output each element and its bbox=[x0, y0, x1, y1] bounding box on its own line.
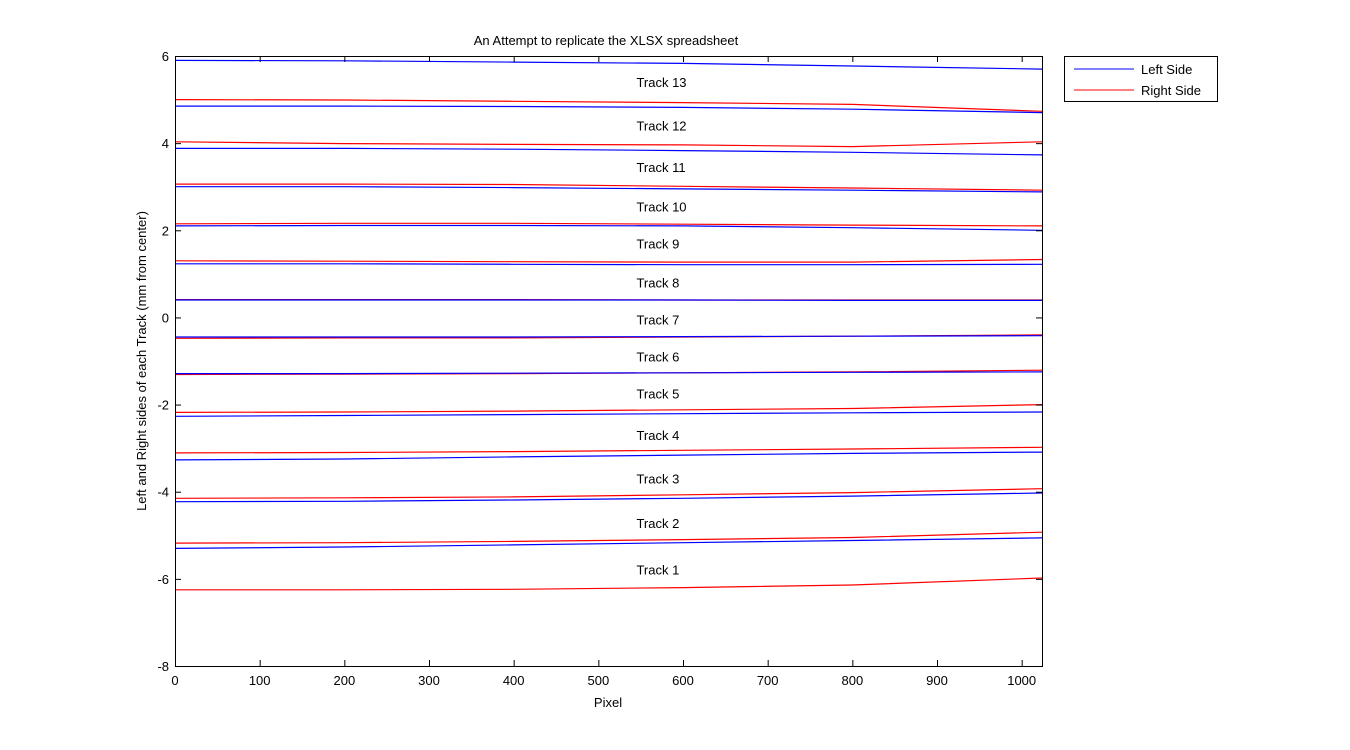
legend-label-left-side: Left Side bbox=[1141, 62, 1192, 77]
track-label: Track 13 bbox=[636, 75, 686, 90]
x-tick-label: 700 bbox=[757, 673, 779, 688]
y-tick-label: -8 bbox=[157, 659, 169, 674]
x-tick-label: 800 bbox=[841, 673, 863, 688]
track-label: Track 1 bbox=[636, 562, 679, 577]
series-line-left-side-21 bbox=[174, 451, 1043, 461]
legend-box bbox=[1064, 56, 1218, 102]
plot-lines bbox=[174, 59, 1043, 591]
track-label: Track 11 bbox=[636, 160, 685, 175]
y-tick-label: 6 bbox=[162, 49, 169, 64]
series-line-left-side-15 bbox=[175, 335, 1043, 338]
series-line-right-side-6 bbox=[175, 183, 1043, 191]
x-tick-label: 600 bbox=[672, 673, 694, 688]
y-axis-label: Left and Right sides of each Track (mm f… bbox=[134, 211, 149, 511]
x-axis: 0 100 200 300 400 500 600 700 800 900 1000 bbox=[171, 56, 1036, 688]
series-line-left-side-7 bbox=[175, 186, 1043, 193]
y-tick-label: 4 bbox=[162, 136, 169, 151]
series-line-left-side-25 bbox=[174, 537, 1043, 550]
track-label: Track 5 bbox=[636, 387, 679, 402]
track-label: Track 4 bbox=[636, 428, 679, 443]
y-tick-label: -6 bbox=[157, 572, 169, 587]
x-tick-label: 200 bbox=[333, 673, 355, 688]
series-line-right-side-24 bbox=[174, 531, 1043, 544]
x-tick-label: 0 bbox=[171, 673, 178, 688]
y-tick-label: -2 bbox=[157, 398, 169, 413]
y-axis: -8 -6 -4 -2 0 2 4 6 bbox=[157, 49, 1042, 674]
track-label: Track 2 bbox=[636, 516, 679, 531]
series-line-right-side-2 bbox=[174, 99, 1043, 112]
x-tick-label: 100 bbox=[249, 673, 271, 688]
y-tick-label: -4 bbox=[157, 485, 169, 500]
x-axis-label: Pixel bbox=[594, 695, 622, 710]
series-line-right-side-10 bbox=[174, 258, 1043, 263]
track-label: Track 3 bbox=[636, 472, 679, 487]
series-line-left-side-23 bbox=[174, 492, 1043, 503]
plot-frame bbox=[175, 56, 1043, 667]
legend-label-right-side: Right Side bbox=[1141, 83, 1201, 98]
series-line-left-side-17 bbox=[175, 371, 1043, 375]
x-tick-label: 1000 bbox=[1007, 673, 1036, 688]
track-label: Track 9 bbox=[636, 236, 679, 251]
x-tick-label: 300 bbox=[418, 673, 440, 688]
x-tick-label: 500 bbox=[587, 673, 609, 688]
track-label: Track 7 bbox=[636, 313, 679, 328]
track-labels: Track 13 Track 12 Track 11 Track 10 Track 9 T… bbox=[636, 75, 686, 577]
series-line-left-side-3 bbox=[175, 105, 1043, 114]
x-tick-label: 400 bbox=[503, 673, 525, 688]
series-line-left-side-9 bbox=[174, 224, 1043, 231]
track-label: Track 12 bbox=[636, 119, 686, 134]
chart-title: An Attempt to replicate the XLSX spreads… bbox=[474, 33, 739, 48]
series-line-left-side-1 bbox=[174, 59, 1043, 70]
series-line-right-side-22 bbox=[174, 488, 1043, 499]
series-line-right-side-8 bbox=[174, 222, 1043, 227]
series-line-left-side-11 bbox=[175, 263, 1043, 266]
x-tick-label: 900 bbox=[926, 673, 948, 688]
series-line-right-side-20 bbox=[174, 446, 1043, 454]
series-line-left-side-19 bbox=[174, 411, 1043, 417]
track-label: Track 6 bbox=[636, 350, 679, 365]
legend: Left Side Right Side bbox=[1064, 56, 1218, 102]
series-line-right-side-4 bbox=[174, 141, 1043, 148]
series-line-right-side-26 bbox=[175, 577, 1043, 591]
series-line-left-side-5 bbox=[175, 147, 1043, 156]
track-label: Track 8 bbox=[636, 276, 679, 291]
track-label: Track 10 bbox=[636, 199, 686, 214]
y-tick-label: 0 bbox=[162, 310, 169, 325]
series-line-right-side-18 bbox=[174, 404, 1043, 413]
y-tick-label: 2 bbox=[162, 223, 169, 238]
